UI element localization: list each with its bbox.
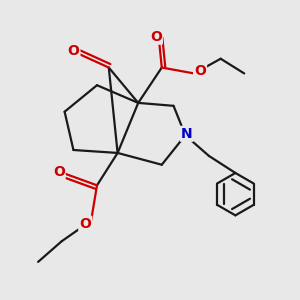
- Text: N: N: [181, 127, 193, 141]
- Text: O: O: [150, 30, 162, 44]
- Text: O: O: [53, 165, 65, 179]
- Text: O: O: [79, 217, 91, 231]
- Text: O: O: [194, 64, 206, 78]
- Text: O: O: [68, 44, 80, 58]
